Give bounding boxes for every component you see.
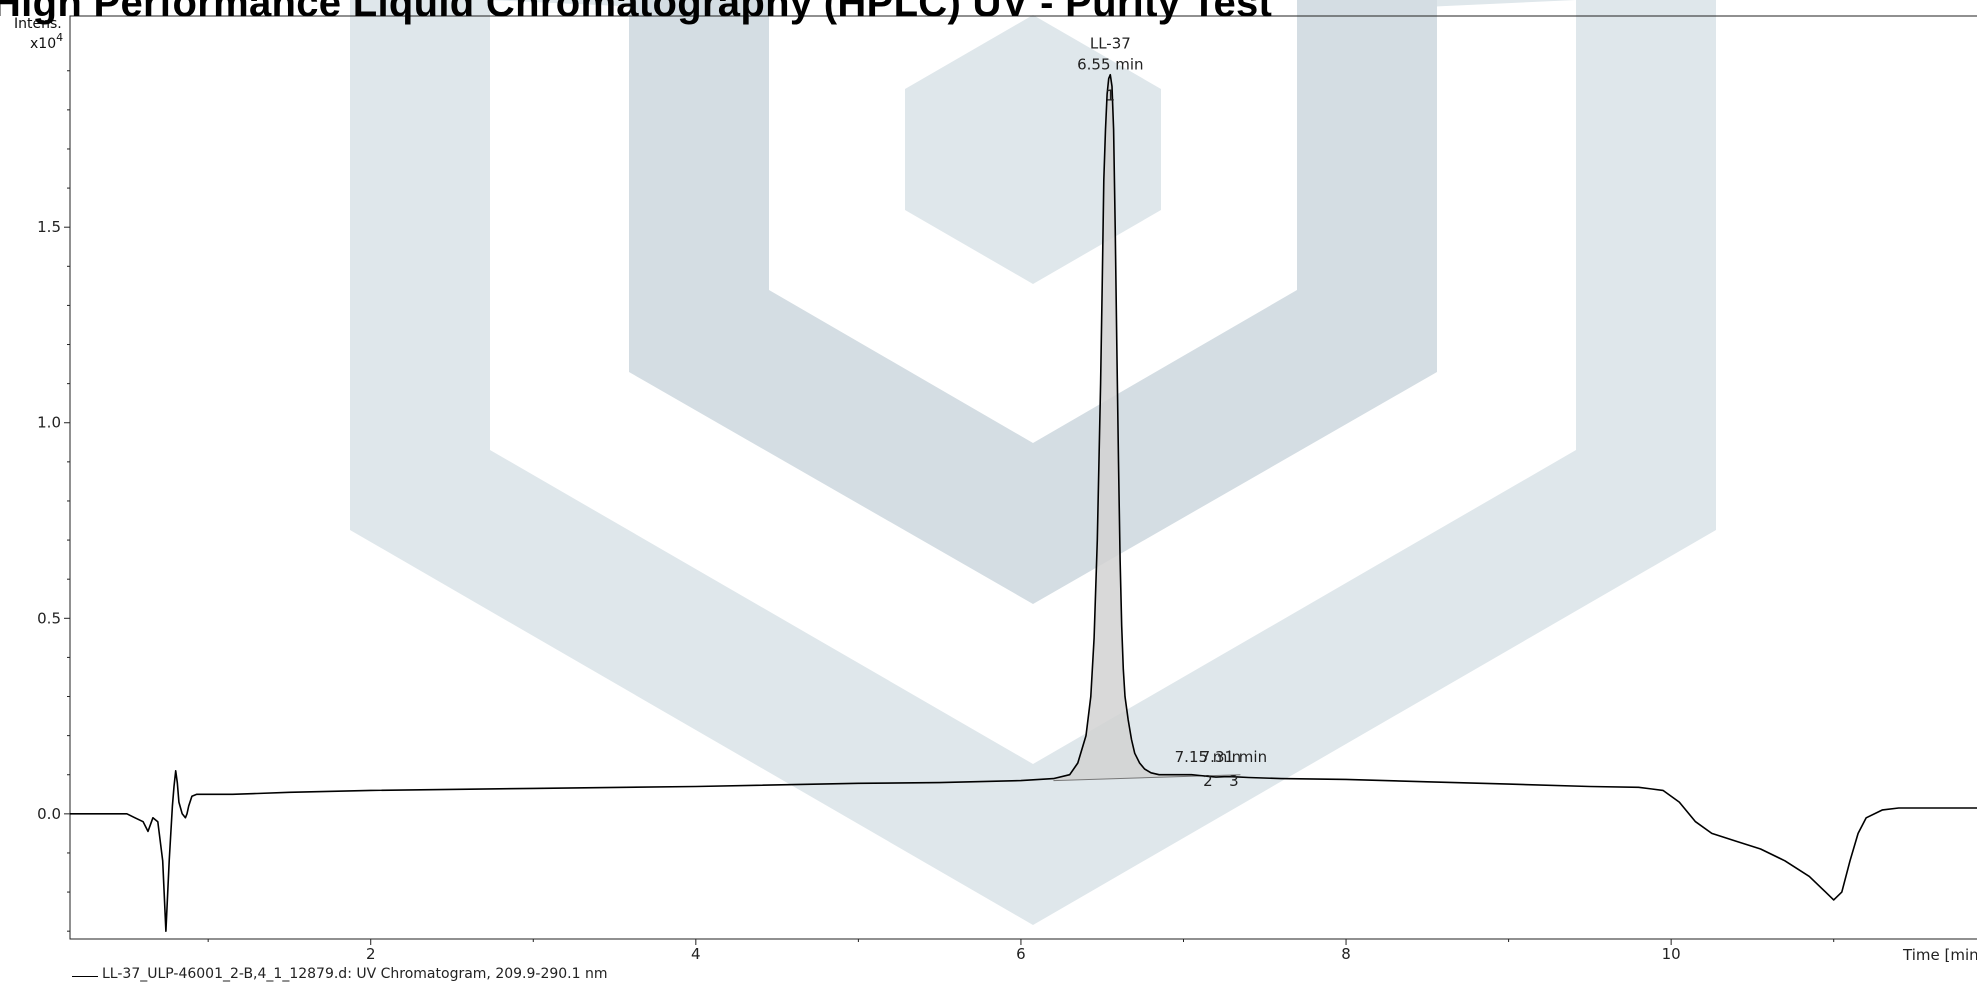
x-axis-label: Time [min] [1902,946,1977,964]
y-axis: 0.0 0.5 1.0 1.5 [37,70,70,932]
peak-time-label: 7.31 min [1201,748,1267,766]
x-tick-label: 2 [366,945,376,963]
x-axis: 2 4 6 8 10 [207,939,1835,963]
peak-number-label: 3 [1229,772,1239,790]
series-line [70,73,1977,932]
series-group [70,73,1977,932]
peak-fill-area [1053,74,1241,781]
x-tick-label: 10 [1662,945,1681,963]
chart-title: High Performance Liquid Chromatography (… [0,0,1273,25]
peak-number-label: 2 [1203,772,1213,790]
y-axis-unit: x104 [30,31,63,52]
legend-label: LL-37_ULP-46001_2-B,4_1_12879.d: UV Chro… [102,966,608,982]
x-tick-label: 6 [1016,945,1026,963]
y-axis-label: Intens. [14,16,62,32]
peak-number-label: 1 [1106,87,1116,105]
y-tick-label: 1.0 [37,414,61,432]
y-tick-label: 0.0 [37,805,61,823]
watermark-logo [350,0,1716,925]
legend-swatch [72,976,98,977]
y-tick-label: 0.5 [37,609,61,627]
y-tick-label: 1.5 [37,218,61,236]
plot-frame [69,15,1977,940]
x-tick-label: 4 [691,945,701,963]
peak-time-label: 6.55 min [1077,56,1143,74]
peak-annotations: LL-37 6.55 min 1 7.15 min 2 7.31 min 3 [1077,35,1267,790]
peak-time-label: 7.15 min [1175,748,1241,766]
x-tick-label: 8 [1341,945,1351,963]
peak-name-label: LL-37 [1090,35,1131,53]
legend: LL-37_ULP-46001_2-B,4_1_12879.d: UV Chro… [72,966,608,982]
